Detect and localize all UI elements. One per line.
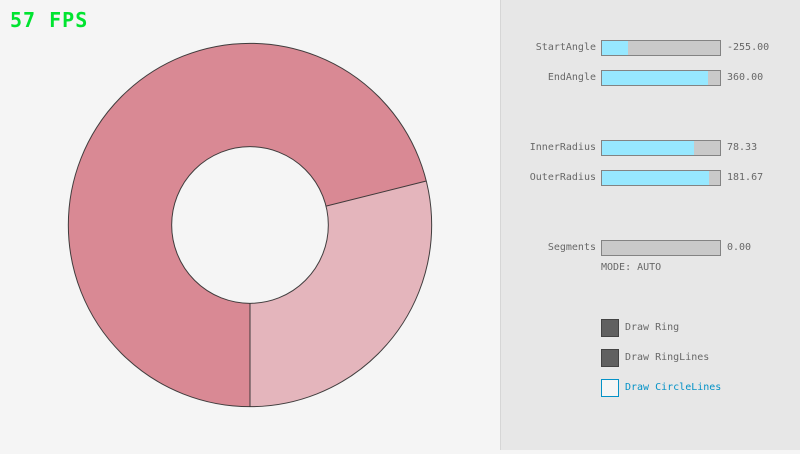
slider-row-outerradius: OuterRadius 181.67 xyxy=(501,170,800,186)
draw-ringlines-label: Draw RingLines xyxy=(625,352,710,363)
draw-circlelines-checkbox[interactable] xyxy=(601,379,619,397)
slider-row-segments: Segments 0.00 xyxy=(501,240,800,256)
endangle-value: 360.00 xyxy=(727,72,764,83)
startangle-label: StartAngle xyxy=(535,42,596,53)
innerradius-slider[interactable] xyxy=(601,140,721,156)
settings-panel: StartAngle -255.00 EndAngle 360.00 Inner… xyxy=(500,0,800,450)
slider-row-endangle: EndAngle 360.00 xyxy=(501,70,800,86)
startangle-slider-fill xyxy=(602,41,628,55)
outerradius-value: 181.67 xyxy=(727,172,764,183)
ring-inner-hole xyxy=(171,146,329,304)
outerradius-slider[interactable] xyxy=(601,170,721,186)
checkbox-row-draw-ring: Draw Ring xyxy=(501,319,800,337)
draw-ringlines-checkbox[interactable] xyxy=(601,349,619,367)
outerradius-label: OuterRadius xyxy=(529,172,596,183)
slider-row-startangle: StartAngle -255.00 xyxy=(501,40,800,56)
endangle-slider-fill xyxy=(602,71,709,85)
checkbox-row-draw-circlelines: Draw CircleLines xyxy=(501,379,800,397)
startangle-value: -255.00 xyxy=(727,42,770,53)
startangle-slider[interactable] xyxy=(601,40,721,56)
outerradius-slider-fill xyxy=(602,171,710,185)
innerradius-label: InnerRadius xyxy=(529,142,596,153)
endangle-label: EndAngle xyxy=(547,72,596,83)
segments-value: 0.00 xyxy=(727,242,752,253)
ring-canvas xyxy=(67,42,433,408)
slider-row-innerradius: InnerRadius 78.33 xyxy=(501,140,800,156)
ring-graphic xyxy=(67,42,433,408)
endangle-slider[interactable] xyxy=(601,70,721,86)
draw-ring-checkbox[interactable] xyxy=(601,319,619,337)
segments-mode-text: MODE: AUTO xyxy=(601,262,662,273)
innerradius-slider-fill xyxy=(602,141,695,155)
draw-ring-label: Draw Ring xyxy=(625,322,680,333)
segments-label: Segments xyxy=(547,242,596,253)
segments-slider[interactable] xyxy=(601,240,721,256)
ring-segment-line-start xyxy=(325,180,427,207)
innerradius-value: 78.33 xyxy=(727,142,758,153)
draw-circlelines-label: Draw CircleLines xyxy=(625,382,722,393)
checkbox-row-draw-ringlines: Draw RingLines xyxy=(501,349,800,367)
fps-counter: 57 FPS xyxy=(10,8,89,32)
